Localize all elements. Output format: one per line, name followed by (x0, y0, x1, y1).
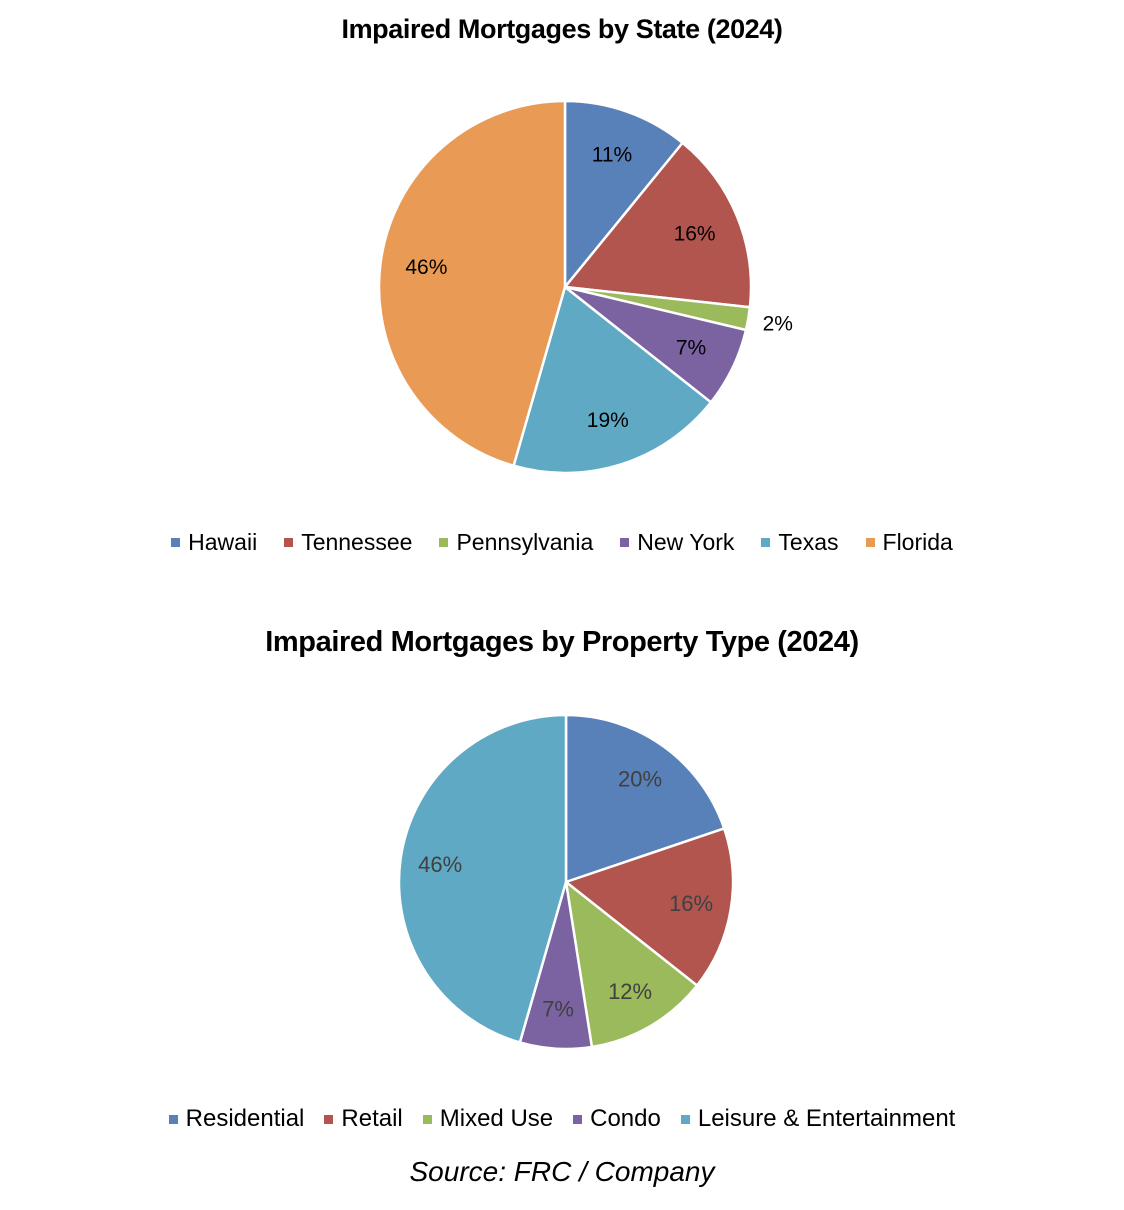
legend-item-texas: Texas (761, 529, 839, 556)
legend-item-condo: Condo (573, 1105, 661, 1133)
legend-item-hawaii: Hawaii (171, 529, 257, 556)
legend-label-texas: Texas (778, 529, 839, 555)
legend-state: Hawaii Tennessee Pennsylvania New York Texas… (0, 529, 1124, 556)
pie-chart-state: 11% 16% 2% 7% 19% 46% (377, 99, 793, 475)
legend-item-residential: Residential (168, 1105, 305, 1133)
legend-swatch-condo (573, 1114, 583, 1124)
data-label-tennessee: 16% (674, 222, 716, 245)
data-label-hawaii: 11% (592, 144, 632, 167)
data-label-mixed-use: 12% (608, 979, 652, 1004)
data-label-texas: 19% (587, 409, 629, 432)
legend-item-new-york: New York (620, 529, 734, 556)
legend-swatch-florida (865, 538, 875, 547)
legend-item-leisure-and-entertainment: Leisure & Entertainment (680, 1105, 956, 1133)
legend-item-florida: Florida (865, 529, 953, 556)
legend-swatch-mixed-use (422, 1114, 432, 1124)
chart-title-state: Impaired Mortgages by State (2024) (341, 14, 783, 44)
legend-label-tennessee: Tennessee (301, 529, 413, 555)
legend-swatch-hawaii (171, 538, 181, 547)
data-label-pennsylvania: 2% (763, 312, 793, 335)
pie-slice-leisure-and-entertainment (397, 713, 568, 1045)
pie-slice-residential (564, 713, 726, 884)
legend-swatch-texas (761, 538, 771, 547)
legend-label-residential: Residential (185, 1105, 305, 1132)
source-note: Source: FRC / Company (409, 1156, 715, 1187)
legend-label-retail: Retail (341, 1105, 403, 1132)
legend-item-retail: Retail (324, 1105, 403, 1133)
legend-swatch-pennsylvania (439, 538, 449, 547)
chart-title-property-type: Impaired Mortgages by Property Type (202… (265, 626, 859, 658)
legend-swatch-residential (168, 1114, 178, 1124)
pie-slice-tennessee (562, 141, 753, 309)
data-label-florida: 46% (405, 256, 447, 279)
legend-label-florida: Florida (882, 529, 953, 555)
legend-item-pennsylvania: Pennsylvania (439, 529, 593, 556)
data-label-new-york: 7% (676, 337, 706, 360)
legend-swatch-leisure-and-entertainment (680, 1114, 690, 1124)
pie-slice-hawaii (563, 99, 685, 291)
legend-label-condo: Condo (590, 1105, 661, 1132)
data-label-condo: 7% (542, 996, 574, 1021)
legend-item-mixed-use: Mixed Use (422, 1105, 554, 1133)
data-label-retail: 16% (669, 891, 713, 916)
data-label-leisure-and-entertainment: 46% (418, 852, 462, 877)
legend-swatch-new-york (620, 538, 630, 547)
legend-property-type: Residential Retail Mixed Use Condo Leisure &… (0, 1105, 1124, 1133)
legend-swatch-tennessee (284, 538, 294, 547)
legend-label-pennsylvania: Pennsylvania (456, 529, 594, 555)
legend-label-new-york: New York (637, 529, 735, 555)
pie-slice-florida (377, 99, 567, 468)
data-label-residential: 20% (618, 766, 662, 791)
legend-label-mixed-use: Mixed Use (439, 1105, 554, 1132)
pie-slice-texas (512, 284, 713, 475)
legend-label-hawaii: Hawaii (188, 529, 258, 555)
legend-label-leisure-and-entertainment: Leisure & Entertainment (697, 1105, 956, 1132)
pie-chart-property-type: 20% 16% 12% 7% 46% (397, 713, 735, 1051)
pie-slice-mixed-use (564, 879, 699, 1049)
legend-item-tennessee: Tennessee (284, 529, 412, 556)
pie-slice-retail (563, 826, 735, 988)
legend-swatch-retail (324, 1114, 334, 1124)
